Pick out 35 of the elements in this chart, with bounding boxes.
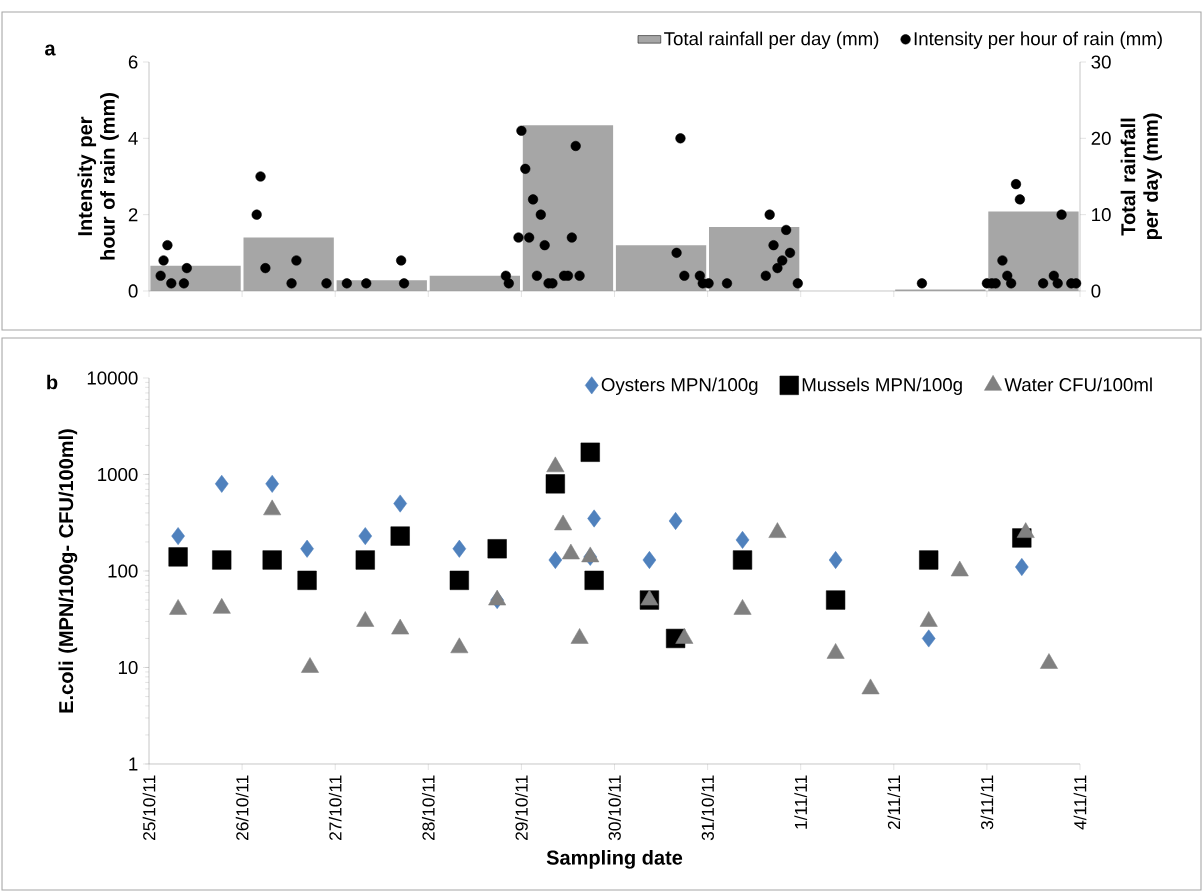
x-tick-label: 4/11/11 xyxy=(1073,775,1087,830)
x-tick-label: 30/10/11 xyxy=(608,775,621,841)
y2-tick-label: 10 xyxy=(1092,208,1111,222)
y-tick-label: 2 xyxy=(128,208,138,222)
x-tick-label: 27/10/11 xyxy=(328,775,342,841)
y-tick-label: 1000 xyxy=(98,467,138,482)
legend-label: Mussels MPN/100g xyxy=(802,377,962,395)
x-tick-label: 3/11/11 xyxy=(980,775,994,830)
x-tick-label: 1/11/11 xyxy=(794,775,808,829)
text: b xyxy=(47,374,58,390)
y-tick-label: 6 xyxy=(128,55,138,69)
y-tick-label: 10000 xyxy=(87,371,138,385)
legend-label: Oysters MPN/100g xyxy=(601,377,758,395)
y-tick-label: 1 xyxy=(129,757,138,771)
y2-tick-label: 0 xyxy=(1091,284,1101,298)
y2-axis-title: Total rainfall per day (mm) xyxy=(1120,113,1162,240)
x-tick-label: 26/10/11 xyxy=(235,775,249,841)
x-axis-title: Sampling date xyxy=(546,850,683,869)
y2-tick-label: 20 xyxy=(1091,131,1111,145)
legend-label: Water CFU/100ml xyxy=(1004,377,1152,392)
y-axis-title: Intensity per hour of rain (mm) xyxy=(77,93,119,260)
x-tick-label: 31/10/11 xyxy=(701,775,714,841)
y-tick-label: 0 xyxy=(128,284,138,298)
y-axis-title: E.coli (MPN/100g- CFU/100ml) xyxy=(58,429,78,713)
y-tick-label: 10 xyxy=(118,660,138,675)
y-tick-label: 100 xyxy=(108,564,138,578)
x-tick-label: 29/10/11 xyxy=(515,775,528,841)
y-tick-label: 4 xyxy=(128,131,138,145)
text: a xyxy=(45,44,56,56)
legend-label: Total rainfall per day (mm) xyxy=(664,31,879,49)
x-tick-label: 28/10/11 xyxy=(421,775,435,841)
x-tick-label: 25/10/11 xyxy=(142,775,156,841)
y2-tick-label: 30 xyxy=(1091,55,1111,69)
legend-label: Intensity per hour of rain (mm) xyxy=(914,31,1162,49)
x-tick-label: 2/11/11 xyxy=(887,775,901,830)
